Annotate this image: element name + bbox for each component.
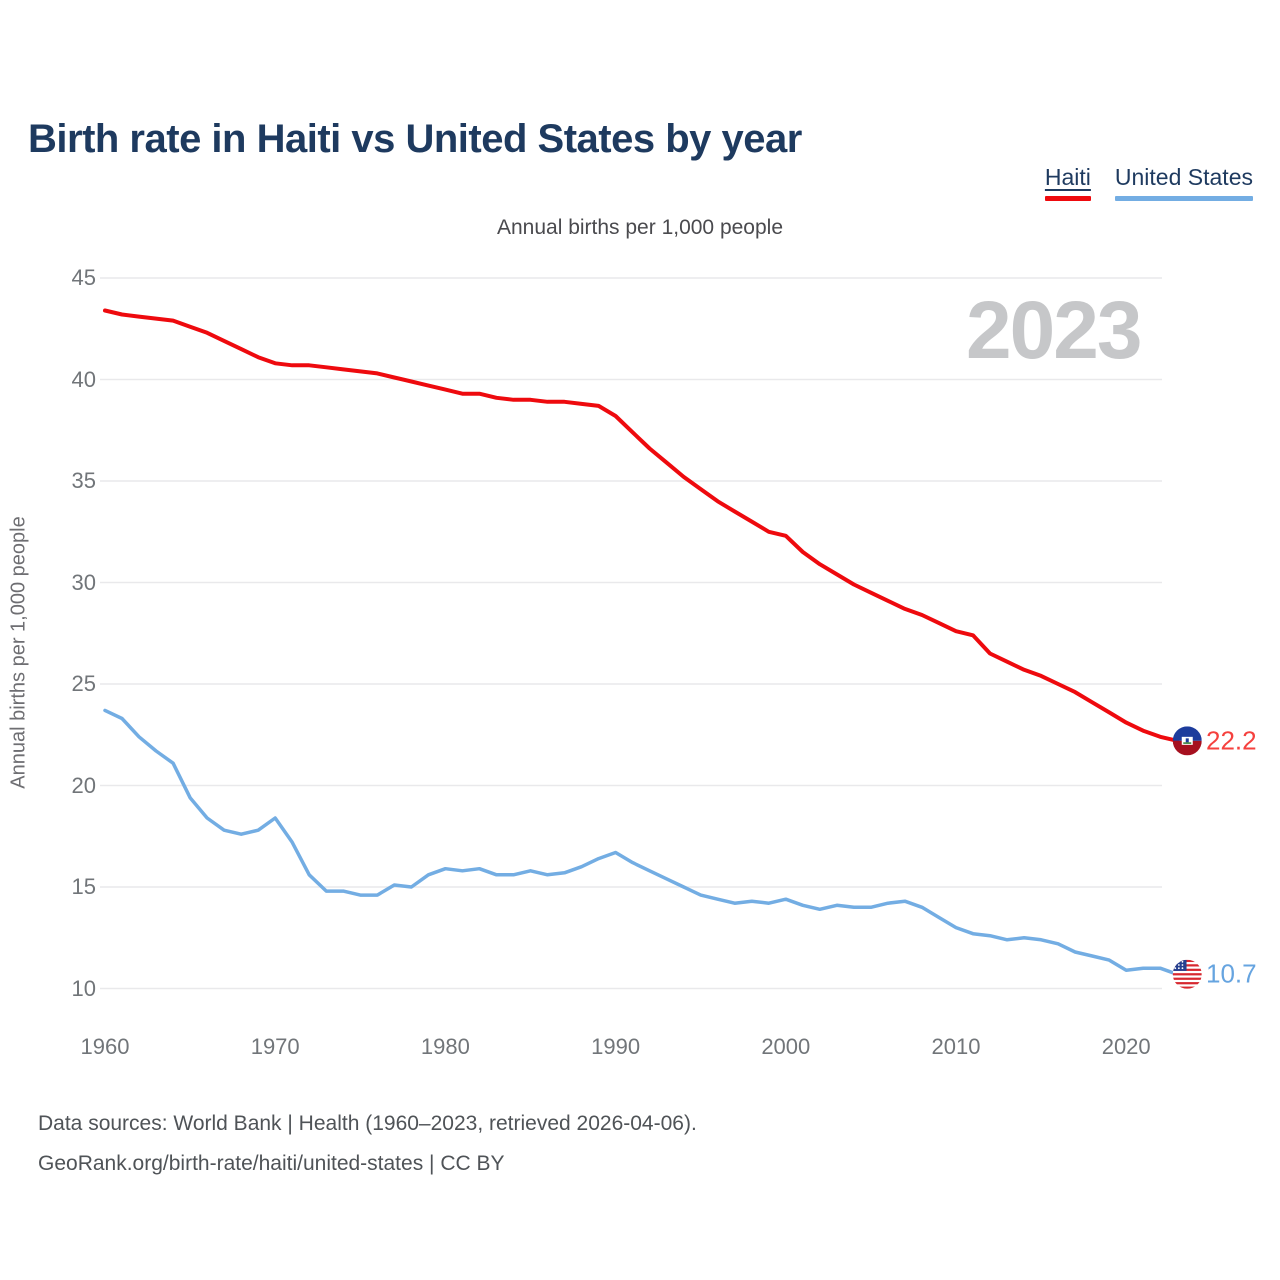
y-tick-label: 45: [71, 265, 96, 290]
x-tick-label: 2010: [931, 1034, 981, 1059]
legend-bar-united-states: [1114, 196, 1253, 201]
haiti-value-label: 22.2: [1206, 725, 1257, 756]
x-tick-label: 1990: [591, 1034, 641, 1059]
y-tick-label: 25: [71, 671, 96, 696]
legend-item-united-states[interactable]: United States: [1114, 164, 1253, 201]
watermark-year: 2023: [966, 285, 1142, 376]
legend-bar-haiti: [1044, 196, 1091, 201]
x-tick-label: 1970: [250, 1034, 300, 1059]
y-tick-label: 10: [71, 975, 96, 1001]
haiti-flag-icon: [1172, 726, 1202, 756]
chart-subtitle: Annual births per 1,000 people: [496, 216, 784, 239]
x-tick-label: 1960: [80, 1034, 130, 1059]
y-tick-label: 40: [71, 366, 96, 392]
footer: Data sources: World Bank | Health (1960–…: [38, 1104, 697, 1184]
legend: Haiti United States: [1044, 164, 1253, 201]
series-line-haiti: [103, 308, 1180, 743]
legend-item-haiti[interactable]: Haiti: [1044, 164, 1091, 201]
legend-label-united-states[interactable]: United States: [1114, 164, 1253, 190]
footer-url-line: GeoRank.org/birth-rate/haiti/united-stat…: [38, 1152, 505, 1175]
series-line-united-states: [103, 708, 1180, 977]
y-tick-label: 35: [71, 468, 96, 493]
y-tick-label: 15: [71, 874, 96, 899]
y-tick-label: 20: [71, 772, 96, 798]
x-tick-label: 2000: [761, 1034, 811, 1059]
us-value-label: 10.7: [1206, 958, 1257, 989]
legend-label-haiti[interactable]: Haiti: [1044, 164, 1091, 190]
y-tick-label: 30: [71, 569, 96, 595]
x-tick-label: 1980: [420, 1034, 470, 1059]
page-title: Birth rate in Haiti vs United States by …: [28, 116, 802, 161]
x-tick-label: 2020: [1101, 1034, 1151, 1059]
us-flag-icon: [1172, 959, 1202, 989]
footer-sources-line: Data sources: World Bank | Health (1960–…: [38, 1112, 697, 1135]
